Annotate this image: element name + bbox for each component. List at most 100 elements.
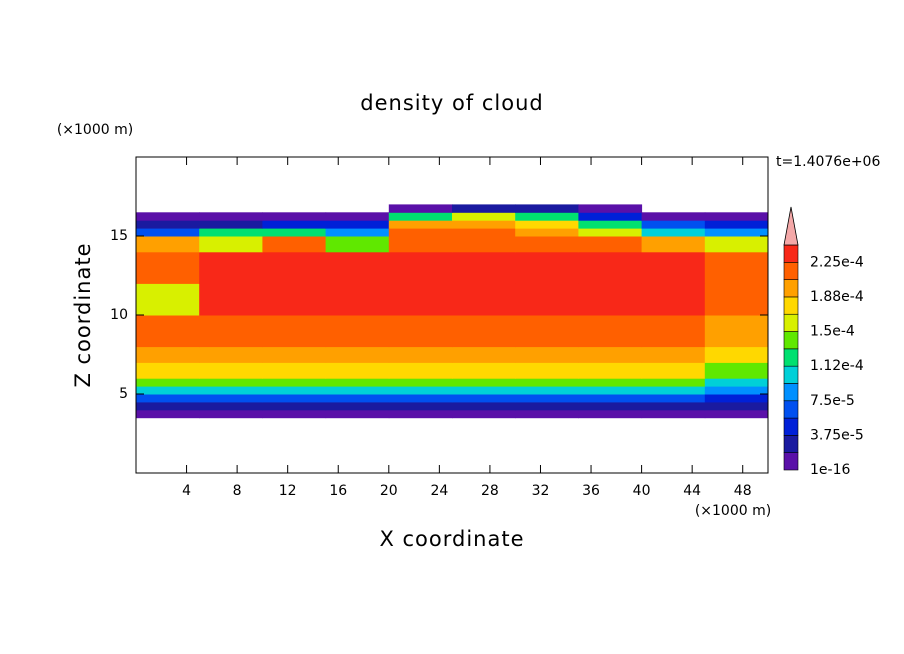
y-tick-label: 10 xyxy=(110,307,128,323)
field-cell xyxy=(452,220,516,229)
field-cell xyxy=(578,212,643,221)
field-cell xyxy=(199,220,263,229)
field-cell xyxy=(325,346,390,363)
field-cell xyxy=(199,409,263,419)
field-cell xyxy=(136,228,200,237)
field-cell xyxy=(388,378,453,387)
field-cell xyxy=(136,394,200,403)
colorbar-box xyxy=(783,262,799,280)
field-cell xyxy=(515,236,579,253)
x-tick-label: 4 xyxy=(182,483,191,499)
field-cell xyxy=(704,283,769,316)
field-cell xyxy=(641,394,706,403)
field-cell xyxy=(325,283,390,316)
field-cell xyxy=(641,401,706,411)
field-cell xyxy=(136,315,200,348)
field-cell xyxy=(641,236,706,253)
colorbar-box xyxy=(783,348,799,367)
colorbar-box xyxy=(783,313,799,332)
field-cell xyxy=(199,346,263,363)
colorbar-box xyxy=(783,417,799,436)
field-cell xyxy=(325,315,390,348)
field-cell xyxy=(452,204,516,213)
field-cell xyxy=(515,394,579,403)
field-cell xyxy=(452,386,516,395)
field-cell xyxy=(199,394,263,403)
field-cell xyxy=(641,346,706,363)
field-cell xyxy=(452,362,516,379)
time-label: t=1.4076e+06 xyxy=(776,154,880,170)
field-cell xyxy=(578,362,643,379)
field-cell xyxy=(199,236,263,253)
field-cell xyxy=(262,378,327,387)
field-cell xyxy=(704,394,769,403)
colorbar-box xyxy=(783,400,799,419)
y-tick-label: 5 xyxy=(119,386,128,402)
field-cell xyxy=(641,251,706,284)
field-cell xyxy=(578,401,643,411)
field-cell xyxy=(325,251,390,284)
colorbar-box xyxy=(783,279,799,298)
field-cell xyxy=(515,346,579,363)
field-cell xyxy=(388,228,453,237)
field-cell xyxy=(515,283,579,316)
colorbar-tick-label: 1.12e-4 xyxy=(810,358,864,374)
field-cell xyxy=(704,315,769,348)
field-cell xyxy=(262,346,327,363)
field-cell xyxy=(199,386,263,395)
field-cell xyxy=(325,378,390,387)
field-cell xyxy=(578,346,643,363)
field-cell xyxy=(641,386,706,395)
field-cell xyxy=(578,283,643,316)
field-cell xyxy=(388,212,453,221)
x-tick-label: 20 xyxy=(380,483,398,499)
field-cell xyxy=(325,236,390,253)
field-cell xyxy=(452,394,516,403)
colorbar-tick-label: 2.25e-4 xyxy=(810,254,864,270)
field-cell xyxy=(199,362,263,379)
field-cell xyxy=(515,212,579,221)
field-cell xyxy=(704,220,769,229)
field-cell xyxy=(704,228,769,237)
field-cell xyxy=(641,409,706,419)
field-cell xyxy=(199,212,263,221)
x-tick-label: 48 xyxy=(734,483,752,499)
field-cell xyxy=(515,220,579,229)
field-cell xyxy=(452,212,516,221)
field-cell xyxy=(325,409,390,419)
field-cell xyxy=(515,386,579,395)
field-cell xyxy=(262,386,327,395)
field-cell xyxy=(578,394,643,403)
field-cell xyxy=(452,409,516,419)
field-cell xyxy=(388,346,453,363)
field-cell xyxy=(641,212,706,221)
field-cell xyxy=(578,409,643,419)
field-cell xyxy=(388,283,453,316)
field-cell xyxy=(136,401,200,411)
x-axis-label: X coordinate xyxy=(379,527,524,551)
field-cell xyxy=(136,220,200,229)
chart-title: density of cloud xyxy=(360,91,543,115)
field-cell xyxy=(452,236,516,253)
field-cell xyxy=(262,220,327,229)
field-cell xyxy=(515,362,579,379)
field-cell xyxy=(641,378,706,387)
field-cell xyxy=(578,315,643,348)
field-cell xyxy=(136,236,200,253)
field-cell xyxy=(199,228,263,237)
colorbar-tick-label: 1.5e-4 xyxy=(810,324,855,340)
colorbar-box xyxy=(783,435,799,453)
field-cell xyxy=(262,401,327,411)
field-cell xyxy=(262,236,327,253)
colorbar-tick-label: 3.75e-5 xyxy=(810,427,864,443)
x-tick-label: 40 xyxy=(633,483,651,499)
field-cell xyxy=(452,378,516,387)
field-cell xyxy=(325,394,390,403)
field-cell xyxy=(641,283,706,316)
field-cell xyxy=(136,378,200,387)
field-cell xyxy=(325,228,390,237)
field-cell xyxy=(325,386,390,395)
field-cell xyxy=(199,283,263,316)
